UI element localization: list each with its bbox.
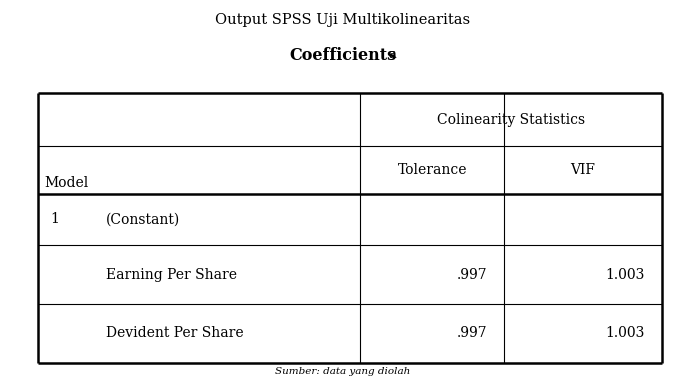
Text: .997: .997: [456, 268, 487, 282]
Text: 1.003: 1.003: [606, 268, 645, 282]
Text: VIF: VIF: [571, 163, 595, 177]
Text: 1.003: 1.003: [606, 326, 645, 340]
Text: Tolerance: Tolerance: [397, 163, 467, 177]
Text: .997: .997: [456, 326, 487, 340]
Text: Devident Per Share: Devident Per Share: [106, 326, 244, 340]
Text: Colinearity Statistics: Colinearity Statistics: [437, 113, 585, 127]
Text: a: a: [389, 48, 397, 60]
Text: Earning Per Share: Earning Per Share: [106, 268, 237, 282]
Text: (Constant): (Constant): [106, 212, 180, 226]
Text: Sumber: data yang diolah: Sumber: data yang diolah: [275, 367, 411, 376]
Text: Output SPSS Uji Multikolinearitas: Output SPSS Uji Multikolinearitas: [215, 13, 471, 27]
Text: Model: Model: [45, 176, 89, 190]
Text: Coefficients: Coefficients: [289, 48, 397, 65]
Text: 1: 1: [50, 212, 59, 226]
